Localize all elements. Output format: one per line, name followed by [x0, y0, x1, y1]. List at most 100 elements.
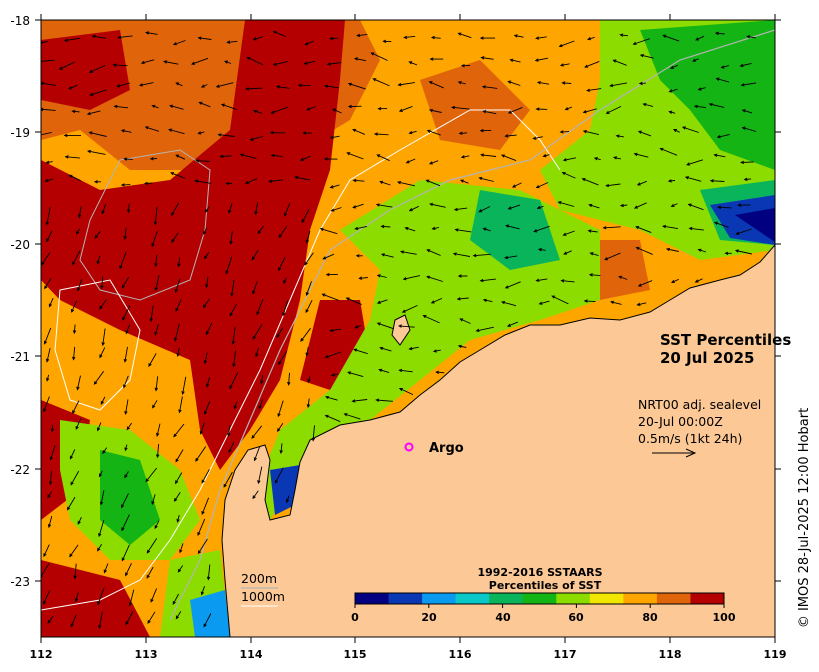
current-vector — [479, 278, 496, 283]
current-vector — [376, 154, 390, 162]
current-vector — [119, 251, 127, 270]
current-vector — [635, 225, 652, 234]
current-vector — [145, 31, 158, 35]
current-vector — [253, 445, 261, 462]
current-vector — [41, 131, 52, 136]
current-vector — [252, 281, 258, 295]
current-vector — [123, 157, 133, 161]
current-vector — [694, 278, 703, 283]
current-vector — [561, 171, 576, 179]
current-vector — [168, 128, 185, 135]
current-vector — [637, 130, 652, 137]
current-vector — [741, 126, 757, 132]
colorbar-segment — [556, 593, 591, 604]
current-vector — [741, 109, 753, 114]
current-vector — [668, 88, 678, 93]
colorbar-tick: 80 — [642, 611, 658, 624]
current-vector — [303, 60, 316, 65]
current-vector — [743, 177, 752, 182]
current-vector — [376, 322, 394, 330]
current-vector — [175, 299, 182, 312]
current-vector — [63, 133, 81, 138]
current-vector — [686, 159, 704, 166]
current-vector — [353, 57, 366, 62]
current-vector — [175, 611, 182, 620]
current-vector — [562, 230, 575, 236]
current-vector — [615, 134, 624, 138]
current-vector — [481, 85, 498, 89]
current-vector — [251, 425, 263, 439]
current-vector — [326, 62, 342, 66]
current-vector — [376, 299, 388, 304]
y-tick-label: -21 — [10, 350, 30, 364]
current-vector — [737, 203, 751, 207]
current-time-label: 20-Jul 00:00Z — [638, 414, 723, 429]
current-vector — [329, 135, 340, 140]
colorbar-segment — [422, 593, 457, 604]
current-vector — [457, 32, 472, 39]
x-tick-label: 118 — [659, 648, 682, 661]
x-tick-label: 112 — [30, 648, 53, 661]
current-vector — [347, 371, 364, 378]
current-vector — [41, 563, 50, 578]
current-vector — [667, 179, 676, 183]
current-vector — [324, 84, 339, 89]
y-tick-label: -22 — [10, 463, 30, 477]
current-vector — [584, 60, 600, 68]
y-tick-label: -23 — [10, 575, 30, 589]
current-vector — [43, 327, 52, 345]
current-vector — [146, 566, 154, 579]
current-vector — [43, 396, 50, 413]
current-vector — [430, 297, 443, 304]
colorbar-tick: 60 — [568, 611, 584, 624]
current-vector — [228, 442, 235, 454]
current-vector — [77, 517, 82, 525]
current-vector — [125, 611, 134, 626]
current-vector — [397, 324, 415, 328]
current-vector — [668, 110, 676, 114]
current-vector — [398, 388, 414, 396]
current-vector — [323, 157, 338, 161]
colorbar-segment — [589, 593, 624, 604]
current-vector — [740, 82, 757, 87]
current-vector — [199, 422, 205, 435]
current-vector — [688, 226, 704, 231]
current-vector — [560, 279, 575, 283]
current-vector — [203, 613, 212, 628]
current-vector — [715, 77, 730, 83]
current-scale-arrow — [652, 448, 697, 458]
current-vector — [116, 82, 131, 88]
current-vector — [63, 37, 80, 42]
current-vector — [226, 40, 238, 44]
current-vector — [144, 126, 160, 132]
current-vector — [662, 224, 678, 230]
current-vector — [408, 346, 419, 351]
current-vector — [588, 203, 600, 209]
current-vector — [177, 565, 184, 573]
current-vector — [201, 469, 210, 484]
current-vector — [120, 183, 131, 187]
current-vector — [169, 104, 184, 110]
current-vector — [149, 305, 154, 323]
current-vector — [662, 34, 680, 42]
x-tick-label: 116 — [449, 648, 472, 661]
sst-region-darkgreen-ne — [640, 20, 775, 170]
current-vector — [587, 229, 598, 233]
current-vector — [121, 493, 129, 509]
colorbar-frame — [354, 592, 725, 605]
current-vector — [86, 149, 106, 155]
current-vector — [146, 538, 158, 554]
current-vector — [430, 35, 441, 40]
current-vector — [154, 274, 160, 292]
current-vector — [479, 128, 492, 133]
current-vector — [379, 346, 392, 352]
current-vector — [252, 36, 263, 41]
current-vector — [176, 347, 180, 358]
land-coastline — [221, 244, 775, 637]
current-vector — [408, 61, 418, 66]
x-tick-label: 119 — [764, 648, 787, 661]
current-vector — [425, 179, 441, 187]
current-vector — [612, 59, 627, 66]
current-vector — [380, 253, 394, 258]
current-vector — [178, 396, 183, 414]
